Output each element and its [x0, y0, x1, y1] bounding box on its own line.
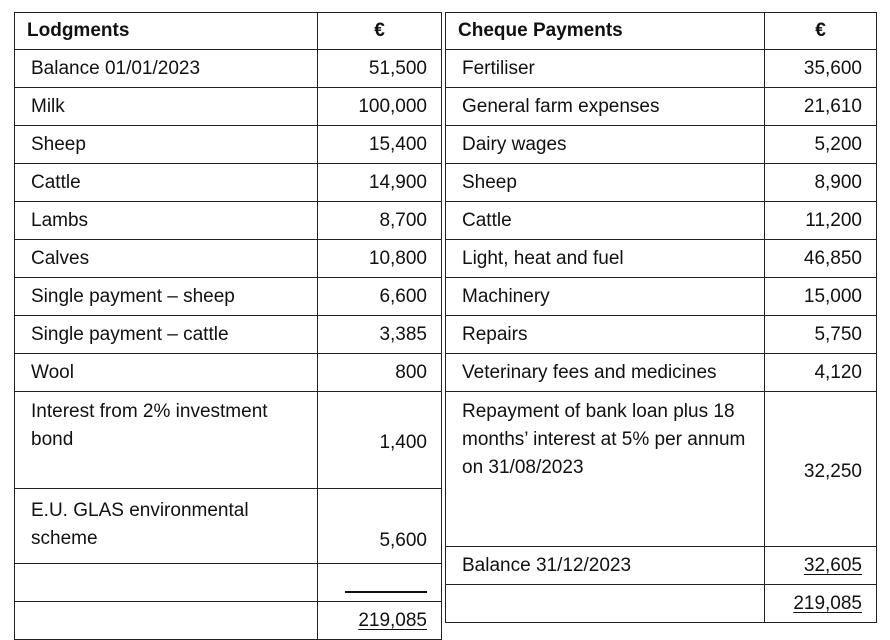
payments-currency-header: € — [764, 12, 877, 50]
payment-label: Cattle — [445, 201, 765, 240]
lodgments-header: Lodgments — [14, 12, 318, 50]
lodgment-amount: 10,800 — [317, 239, 442, 278]
subtotal-rule — [345, 590, 427, 593]
empty-cell — [14, 601, 318, 640]
payments-total-cell: 219,085 — [764, 584, 877, 623]
payments-total: 219,085 — [793, 592, 862, 614]
payment-amount: 15,000 — [764, 277, 877, 316]
payment-label: Repairs — [445, 315, 765, 354]
payment-label: Repayment of bank loan plus 18 months’ i… — [445, 391, 765, 547]
lodgment-amount: 5,600 — [317, 488, 442, 564]
table-row: Sheep 15,400 — [14, 125, 442, 164]
table-row: Repairs 5,750 — [445, 315, 877, 354]
lodgment-amount: 800 — [317, 353, 442, 392]
lodgment-label: Interest from 2% investment bond — [14, 391, 318, 489]
lodgments-header-row: Lodgments € — [14, 12, 442, 50]
payment-amount: 35,600 — [764, 49, 877, 88]
payment-amount: 11,200 — [764, 201, 877, 240]
lodgment-amount: 51,500 — [317, 49, 442, 88]
payment-amount: 46,850 — [764, 239, 877, 278]
balance-amount-cell: 32,605 — [764, 546, 877, 585]
table-row: General farm expenses 21,610 — [445, 87, 877, 126]
payment-label: Dairy wages — [445, 125, 765, 164]
lodgment-label: E.U. GLAS environmental scheme — [14, 488, 318, 564]
empty-cell — [445, 584, 765, 623]
payment-label: Machinery — [445, 277, 765, 316]
payment-label: Veterinary fees and medicines — [445, 353, 765, 392]
payments-header: Cheque Payments — [445, 12, 765, 50]
table-row: Lambs 8,700 — [14, 201, 442, 240]
lodgments-currency-header: € — [317, 12, 442, 50]
lodgments-total-cell: 219,085 — [317, 601, 442, 640]
table-row: Sheep 8,900 — [445, 163, 877, 202]
lodgment-amount: 1,400 — [317, 391, 442, 489]
payment-amount: 32,250 — [764, 391, 877, 547]
table-row: Single payment – sheep 6,600 — [14, 277, 442, 316]
table-row: Light, heat and fuel 46,850 — [445, 239, 877, 278]
lodgment-amount: 15,400 — [317, 125, 442, 164]
table-row: Machinery 15,000 — [445, 277, 877, 316]
lodgment-label: Milk — [14, 87, 318, 126]
table-row: Cattle 11,200 — [445, 201, 877, 240]
table-row: E.U. GLAS environmental scheme 5,600 — [14, 488, 442, 564]
table-row: Calves 10,800 — [14, 239, 442, 278]
subtotal-rule-row — [14, 563, 442, 602]
table-row: Veterinary fees and medicines 4,120 — [445, 353, 877, 392]
subtotal-rule-cell — [317, 563, 442, 602]
lodgment-label: Wool — [14, 353, 318, 392]
table-row: Dairy wages 5,200 — [445, 125, 877, 164]
payments-header-row: Cheque Payments € — [445, 12, 877, 50]
lodgment-amount: 6,600 — [317, 277, 442, 316]
cheque-payments-table: Cheque Payments € Fertiliser 35,600 Gene… — [445, 12, 877, 623]
payment-label: Sheep — [445, 163, 765, 202]
total-row: 219,085 — [14, 601, 442, 640]
balance-label: Balance 31/12/2023 — [445, 546, 765, 585]
lodgment-label: Single payment – sheep — [14, 277, 318, 316]
balance-amount: 32,605 — [803, 554, 862, 576]
table-row: Wool 800 — [14, 353, 442, 392]
table-row: Repayment of bank loan plus 18 months’ i… — [445, 391, 877, 547]
lodgment-amount: 3,385 — [317, 315, 442, 354]
payment-label: General farm expenses — [445, 87, 765, 126]
lodgment-label: Single payment – cattle — [14, 315, 318, 354]
payment-label: Fertiliser — [445, 49, 765, 88]
table-row: Milk 100,000 — [14, 87, 442, 126]
lodgment-label: Balance 01/01/2023 — [14, 49, 318, 88]
payment-amount: 5,750 — [764, 315, 877, 354]
lodgment-amount: 14,900 — [317, 163, 442, 202]
table-row: Interest from 2% investment bond 1,400 — [14, 391, 442, 489]
lodgments-table: Lodgments € Balance 01/01/2023 51,500 Mi… — [14, 12, 442, 640]
payment-amount: 21,610 — [764, 87, 877, 126]
payment-amount: 5,200 — [764, 125, 877, 164]
payment-amount: 8,900 — [764, 163, 877, 202]
lodgments-total: 219,085 — [358, 609, 427, 631]
payment-amount: 4,120 — [764, 353, 877, 392]
balance-row: Balance 31/12/2023 32,605 — [445, 546, 877, 585]
lodgment-label: Calves — [14, 239, 318, 278]
lodgment-label: Sheep — [14, 125, 318, 164]
table-row: Balance 01/01/2023 51,500 — [14, 49, 442, 88]
lodgment-amount: 100,000 — [317, 87, 442, 126]
total-row: 219,085 — [445, 584, 877, 623]
lodgment-label: Lambs — [14, 201, 318, 240]
lodgment-amount: 8,700 — [317, 201, 442, 240]
payment-label: Light, heat and fuel — [445, 239, 765, 278]
empty-cell — [14, 563, 318, 602]
table-row: Single payment – cattle 3,385 — [14, 315, 442, 354]
table-row: Fertiliser 35,600 — [445, 49, 877, 88]
table-row: Cattle 14,900 — [14, 163, 442, 202]
lodgment-label: Cattle — [14, 163, 318, 202]
